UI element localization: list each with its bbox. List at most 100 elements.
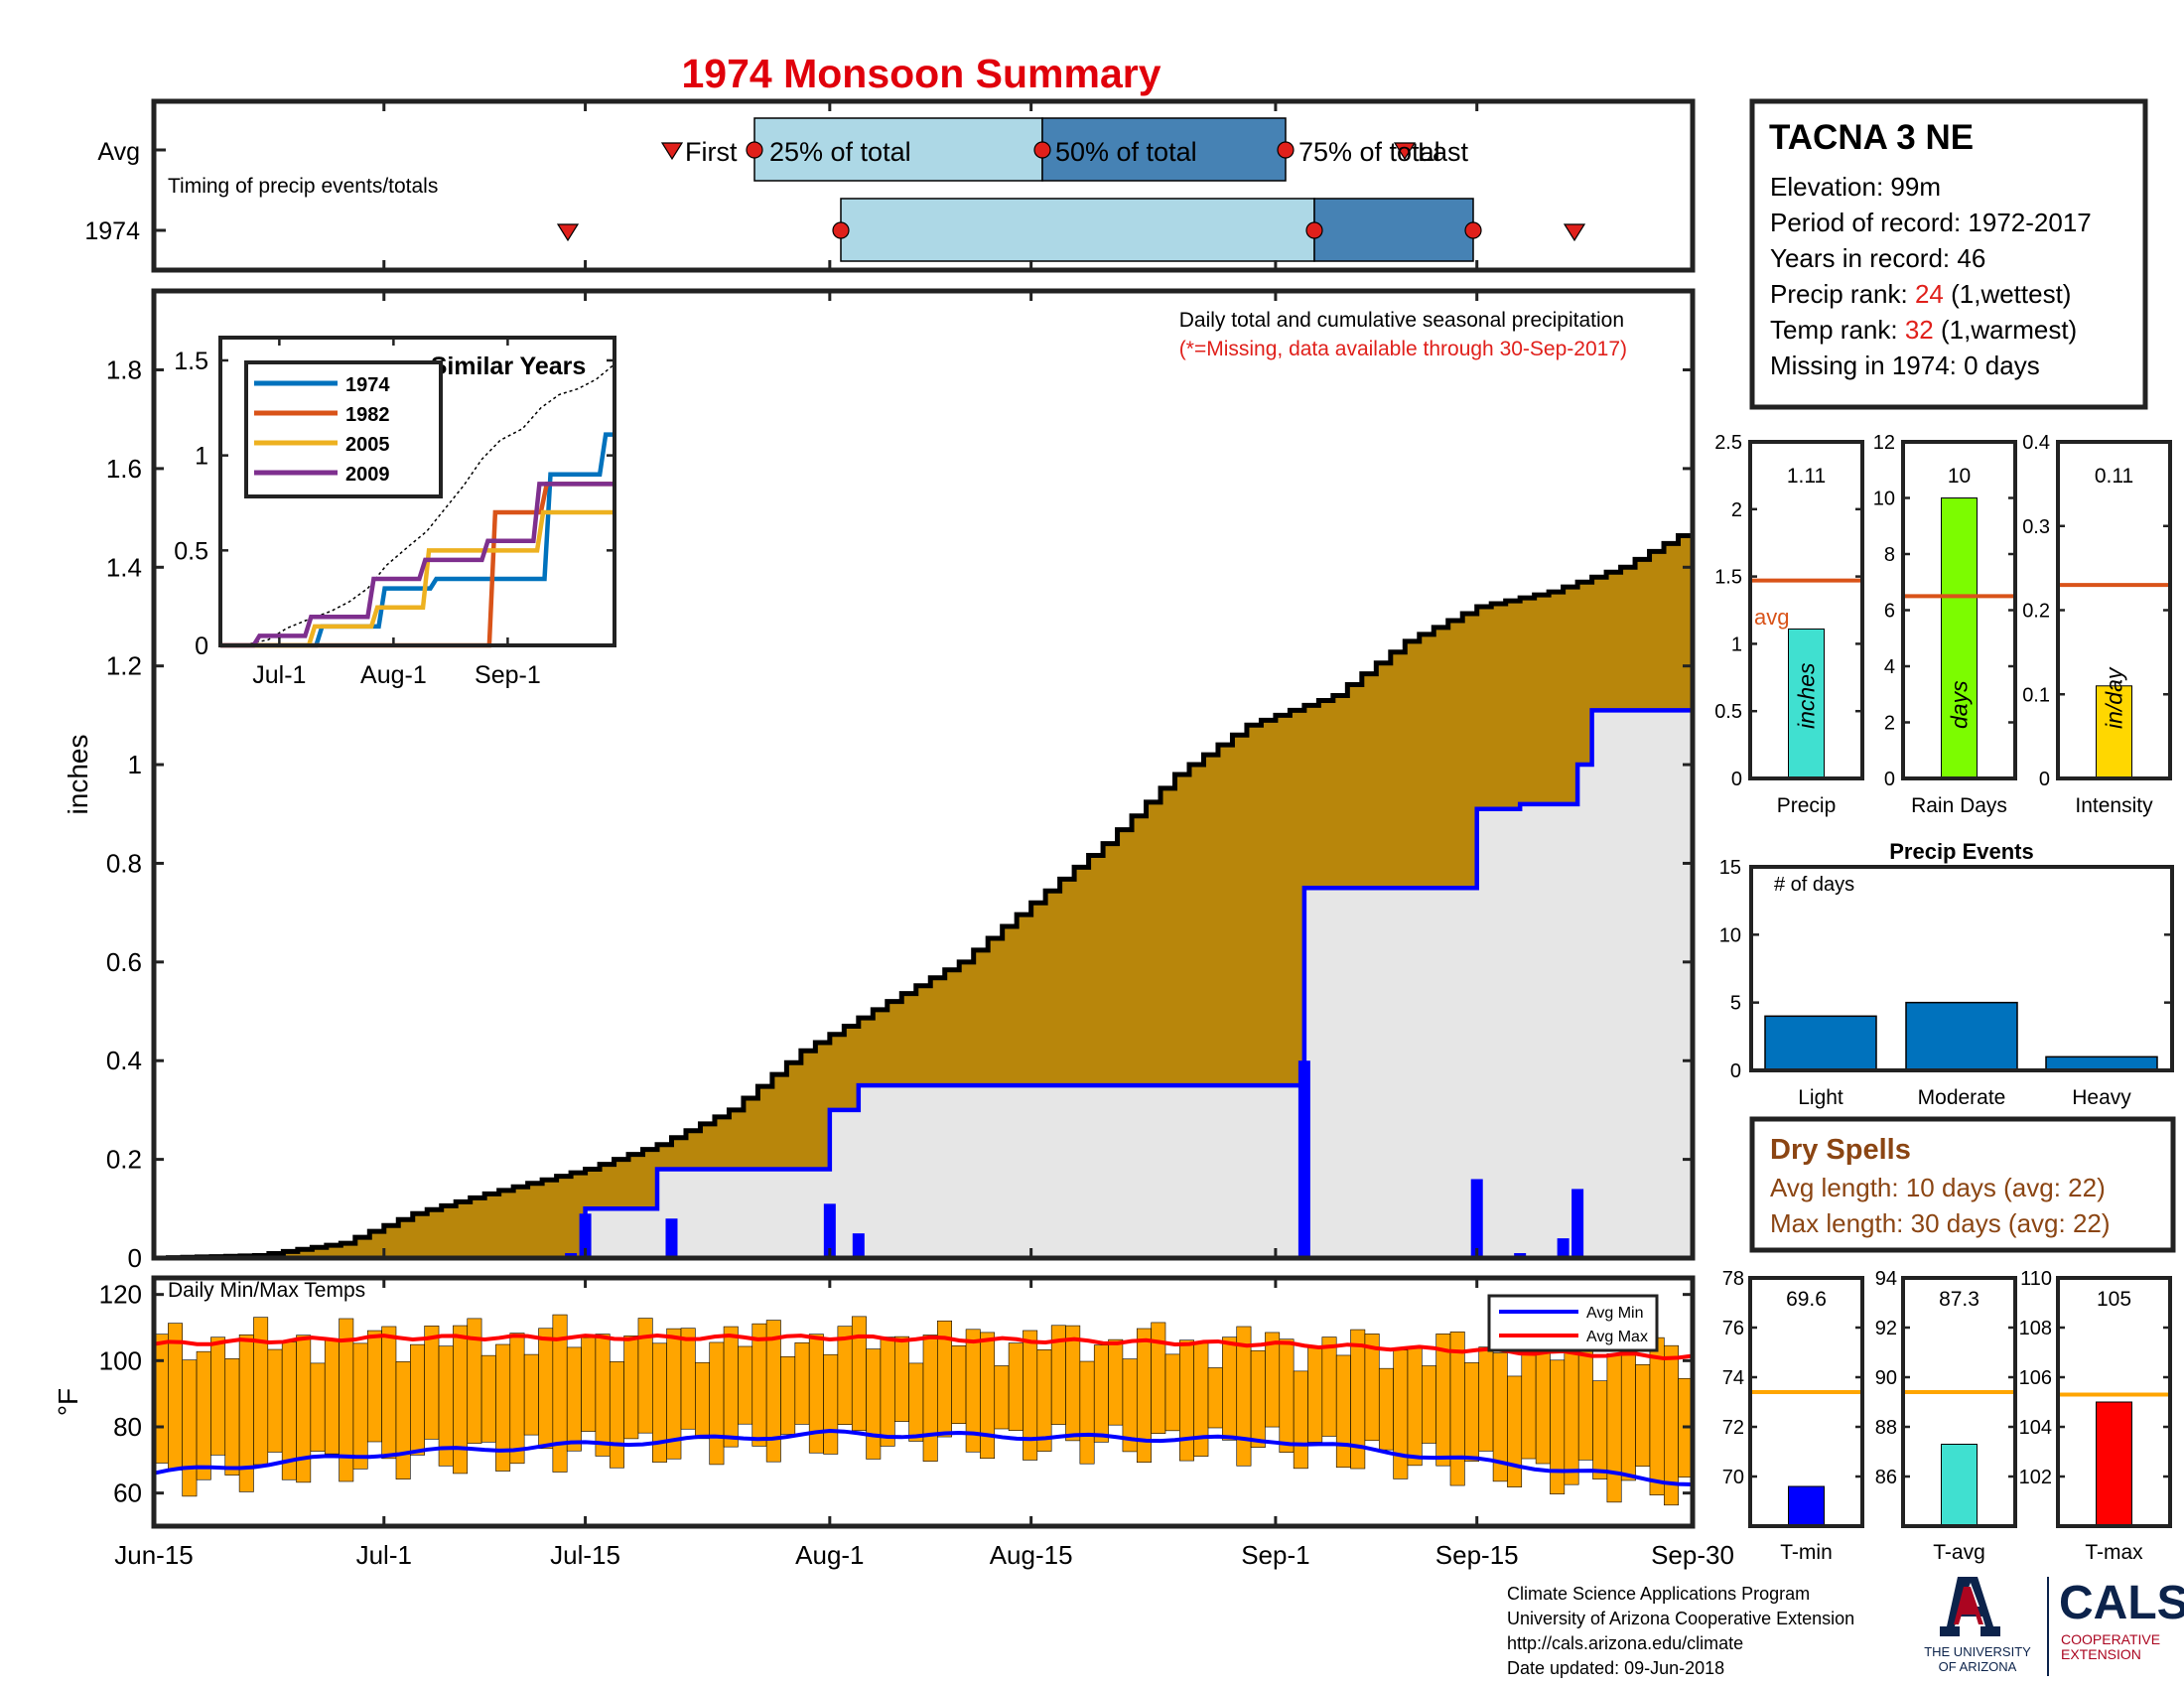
avg-box-25-50 (753, 117, 1043, 182)
stat-y-label: 6 (1884, 601, 1895, 623)
dry-spells-frame (1749, 1116, 2176, 1253)
tstat-y-label: 110 (2020, 1268, 2052, 1290)
y-tick-label: 1 (128, 750, 142, 779)
temp-day-bar (922, 1335, 938, 1462)
temp-day-bar (1307, 1345, 1323, 1443)
temp-day-bar (1250, 1349, 1266, 1449)
temp-day-bar (1435, 1334, 1451, 1467)
temp-day-bar (523, 1353, 539, 1436)
temp-day-bar (1592, 1380, 1608, 1479)
temps-label: Daily Min/Max Temps (168, 1279, 365, 1302)
precip-frame (151, 288, 1696, 1261)
temp-day-bar (1564, 1340, 1579, 1485)
stat-y-label: 2.5 (1714, 432, 1742, 454)
ua-text1: THE UNIVERSITY (1924, 1644, 2031, 1659)
inset-title: Similar Years (431, 352, 587, 380)
tstat-y-label: 92 (1875, 1318, 1897, 1339)
footer-line3: http://cals.arizona.edu/climate (1507, 1633, 1743, 1653)
inset-legend-label: 2009 (345, 464, 390, 486)
daily-precip-bar (1470, 1179, 1483, 1258)
tstat-y-label: 102 (2019, 1467, 2052, 1488)
timing-panel: Timing of precip events/totals Avg 1974 … (84, 98, 1696, 273)
label-25: 25% of total (769, 137, 911, 167)
temp-day-bar (1179, 1339, 1194, 1462)
stat-y-label: 0.5 (1714, 701, 1742, 723)
intensity-xlabel: Intensity (2075, 794, 2153, 817)
timing-ticks (152, 101, 1695, 270)
temp-day-bar (324, 1339, 340, 1455)
temp-day-bar (381, 1326, 397, 1460)
inset-x-label: Jul-1 (252, 661, 306, 689)
label-50: 50% of total (1055, 137, 1197, 167)
tstat-y-label: 108 (2019, 1318, 2052, 1339)
date-x-ticks: Jun-15 Jul-1 Jul-15 Aug-1 Aug-15 Sep-1 Sep-15 S… (114, 291, 1734, 1570)
temp-day-bar (1449, 1332, 1465, 1486)
temp-day-bar (738, 1345, 753, 1425)
precip-avg-label: avg (1754, 605, 1789, 630)
temp-day-bar (1079, 1360, 1095, 1465)
avg-first-marker (660, 142, 684, 161)
temp-day-bar (709, 1341, 725, 1466)
stat-y-label: 0 (2039, 769, 2050, 790)
temp-day-bar (1108, 1338, 1124, 1426)
temp-range-bars (153, 1314, 1694, 1506)
temp-day-bar (566, 1346, 582, 1452)
inset-y-label: 0.5 (174, 537, 208, 565)
daily-precip-bar (1297, 1060, 1310, 1258)
inset-avg-dashed (219, 363, 615, 646)
tstat-y-label: 106 (2019, 1367, 2052, 1389)
temp-day-bar (893, 1336, 909, 1422)
precip-events-panel: Precip Events Light Moderate Heavy 0 5 10 15 #… (1719, 839, 2174, 1109)
label-75: 75% of total (1298, 137, 1440, 167)
temps-ylabel: °F (53, 1388, 83, 1416)
stat-y-label: 10 (1873, 489, 1895, 510)
avg-75-marker (1277, 141, 1295, 159)
tmax-xlabel: T-max (2085, 1541, 2143, 1564)
footer-line1: Climate Science Applications Program (1507, 1584, 1810, 1604)
temp-day-bar (1464, 1362, 1480, 1462)
temp-day-bar (880, 1336, 895, 1447)
similar-years-inset: 0 0.5 1 1.5 Jul-1 Aug-1 Sep-1 Similar Years 19… (174, 336, 616, 689)
temp-y-label: 80 (113, 1412, 142, 1442)
year-box-50-75 (1313, 198, 1474, 262)
figure-title: 1974 Monsoon Summary (681, 51, 1160, 96)
temp-day-bar (1635, 1363, 1651, 1468)
temp-day-bar (480, 1354, 496, 1443)
daily-precip-bar (665, 1218, 678, 1258)
stat-y-label: 0 (1884, 769, 1895, 790)
tstat-y-label: 90 (1875, 1367, 1897, 1389)
temp-day-bar (453, 1325, 469, 1475)
inset-y-label: 0 (195, 633, 208, 660)
ua-logo: THE UNIVERSITY OF ARIZONA (1924, 1577, 2031, 1674)
events-bars: Light Moderate Heavy 0 5 10 15 (1719, 857, 2172, 1109)
temp-day-bar (1649, 1336, 1665, 1495)
year-box-25-50 (840, 198, 1315, 262)
inset-legend-label: 1982 (345, 404, 390, 426)
temp-day-bar (908, 1362, 924, 1442)
station-elevation: Elevation: 99m (1770, 172, 1941, 202)
tmax-value: 105 (2097, 1288, 2131, 1311)
tavg-xlabel: T-avg (1933, 1541, 1985, 1564)
legend-avg-max: Avg Max (1586, 1329, 1648, 1345)
raindays-unit: days (1947, 680, 1973, 729)
x-tick-label: Jul-15 (550, 1540, 620, 1570)
y-tick-label: 0.2 (106, 1145, 142, 1175)
tstat-y-label: 76 (1722, 1318, 1744, 1339)
events-bar (2045, 1055, 2158, 1071)
station-period: Period of record: 1972-2017 (1770, 208, 2092, 237)
temp-day-bar (1422, 1365, 1436, 1444)
temp-y-label: 60 (113, 1478, 142, 1508)
x-tick-label: Aug-1 (795, 1540, 864, 1570)
station-missing: Missing in 1974: 0 days (1770, 351, 2040, 380)
inset-legend: 1974 1982 2005 2009 (254, 374, 390, 486)
temp-day-bar (1550, 1359, 1566, 1494)
temp-day-bar (267, 1348, 283, 1453)
intensity-unit: in/day (2102, 666, 2127, 729)
precip-frame (1748, 440, 1864, 780)
inset-y-label: 1 (195, 443, 208, 471)
events-title: Precip Events (1889, 839, 2034, 864)
temp-day-bar (509, 1333, 525, 1465)
dry-spells-max: Max length: 30 days (avg: 22) (1770, 1208, 2111, 1238)
temp-stat-bars: 70 72 74 76 78 69.6 T-min 86 88 90 92 94 87.3 T-avg 10… (1722, 1268, 2172, 1564)
temp-day-bar (168, 1323, 184, 1471)
